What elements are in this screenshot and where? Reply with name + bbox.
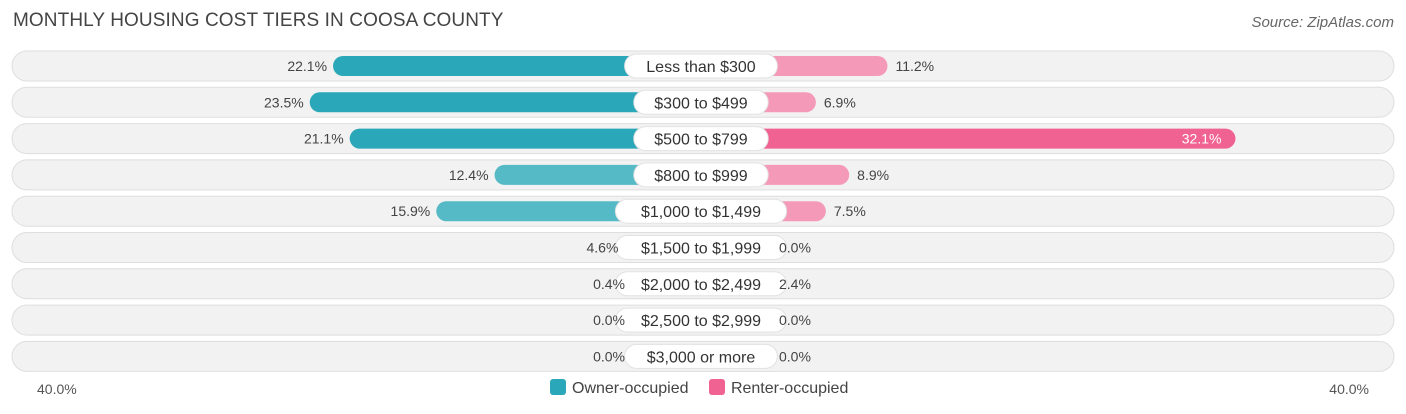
renter-value-label: 2.4% [779, 276, 811, 292]
category-label: $2,500 to $2,999 [641, 313, 761, 330]
category-label-pill [614, 198, 788, 224]
renter-value-label: 32.1% [1182, 131, 1222, 147]
legend-item-owner: Owner-occupied [550, 379, 689, 398]
owner-bar [333, 56, 701, 76]
category-label-pill [614, 307, 788, 333]
legend-swatch-owner [550, 379, 566, 395]
category-label: $2,000 to $2,499 [641, 277, 761, 294]
legend-item-renter: Renter-occupied [708, 379, 849, 398]
category-label: $800 to $999 [654, 168, 748, 185]
renter-value-label: 0.0% [779, 348, 811, 364]
axis-right-label: 40.0% [1329, 381, 1369, 397]
renter-value-label: 7.5% [834, 203, 866, 219]
renter-value-label: 8.9% [857, 167, 889, 183]
category-label: $1,000 to $1,499 [641, 204, 761, 221]
legend-swatch-renter [708, 379, 725, 395]
category-label-pill [633, 89, 769, 115]
category-label: $500 to $799 [654, 132, 748, 149]
owner-value-label: 0.4% [593, 276, 625, 292]
renter-value-label: 0.0% [779, 240, 811, 256]
renter-value-label: 11.2% [895, 58, 934, 74]
category-label: $1,500 to $1,999 [641, 241, 761, 258]
owner-bar [349, 128, 701, 149]
owner-value-label: 15.9% [391, 203, 431, 219]
source-note: Source: ZipAtlas.com [1251, 14, 1394, 31]
owner-value-label: 22.1% [287, 58, 327, 74]
owner-value-label: 0.0% [593, 348, 625, 364]
category-label-pill [624, 53, 778, 79]
category-label-pill [633, 162, 769, 188]
legend: Owner-occupied Renter-occupied [550, 379, 864, 398]
category-label-pill [614, 271, 788, 297]
owner-value-label: 12.4% [449, 167, 489, 183]
category-label-pill [633, 126, 769, 152]
owner-bar [309, 92, 701, 113]
category-label-pill [614, 235, 788, 260]
legend-label-owner: Owner-occupied [572, 380, 689, 397]
owner-value-label: 4.6% [586, 240, 618, 256]
category-label: Less than $300 [646, 59, 756, 76]
renter-bar [701, 128, 1236, 149]
renter-value-label: 6.9% [824, 94, 856, 110]
renter-value-label: 0.0% [779, 312, 811, 328]
category-label-pill [624, 343, 778, 369]
chart-title: MONTHLY HOUSING COST TIERS IN COOSA COUN… [13, 10, 504, 31]
owner-value-label: 23.5% [264, 94, 304, 110]
legend-label-renter: Renter-occupied [730, 380, 849, 397]
axis-left-label: 40.0% [37, 381, 77, 397]
category-label: $300 to $499 [654, 95, 748, 112]
owner-value-label: 0.0% [593, 312, 625, 328]
owner-value-label: 21.1% [304, 131, 344, 147]
category-label: $3,000 or more [647, 349, 756, 366]
